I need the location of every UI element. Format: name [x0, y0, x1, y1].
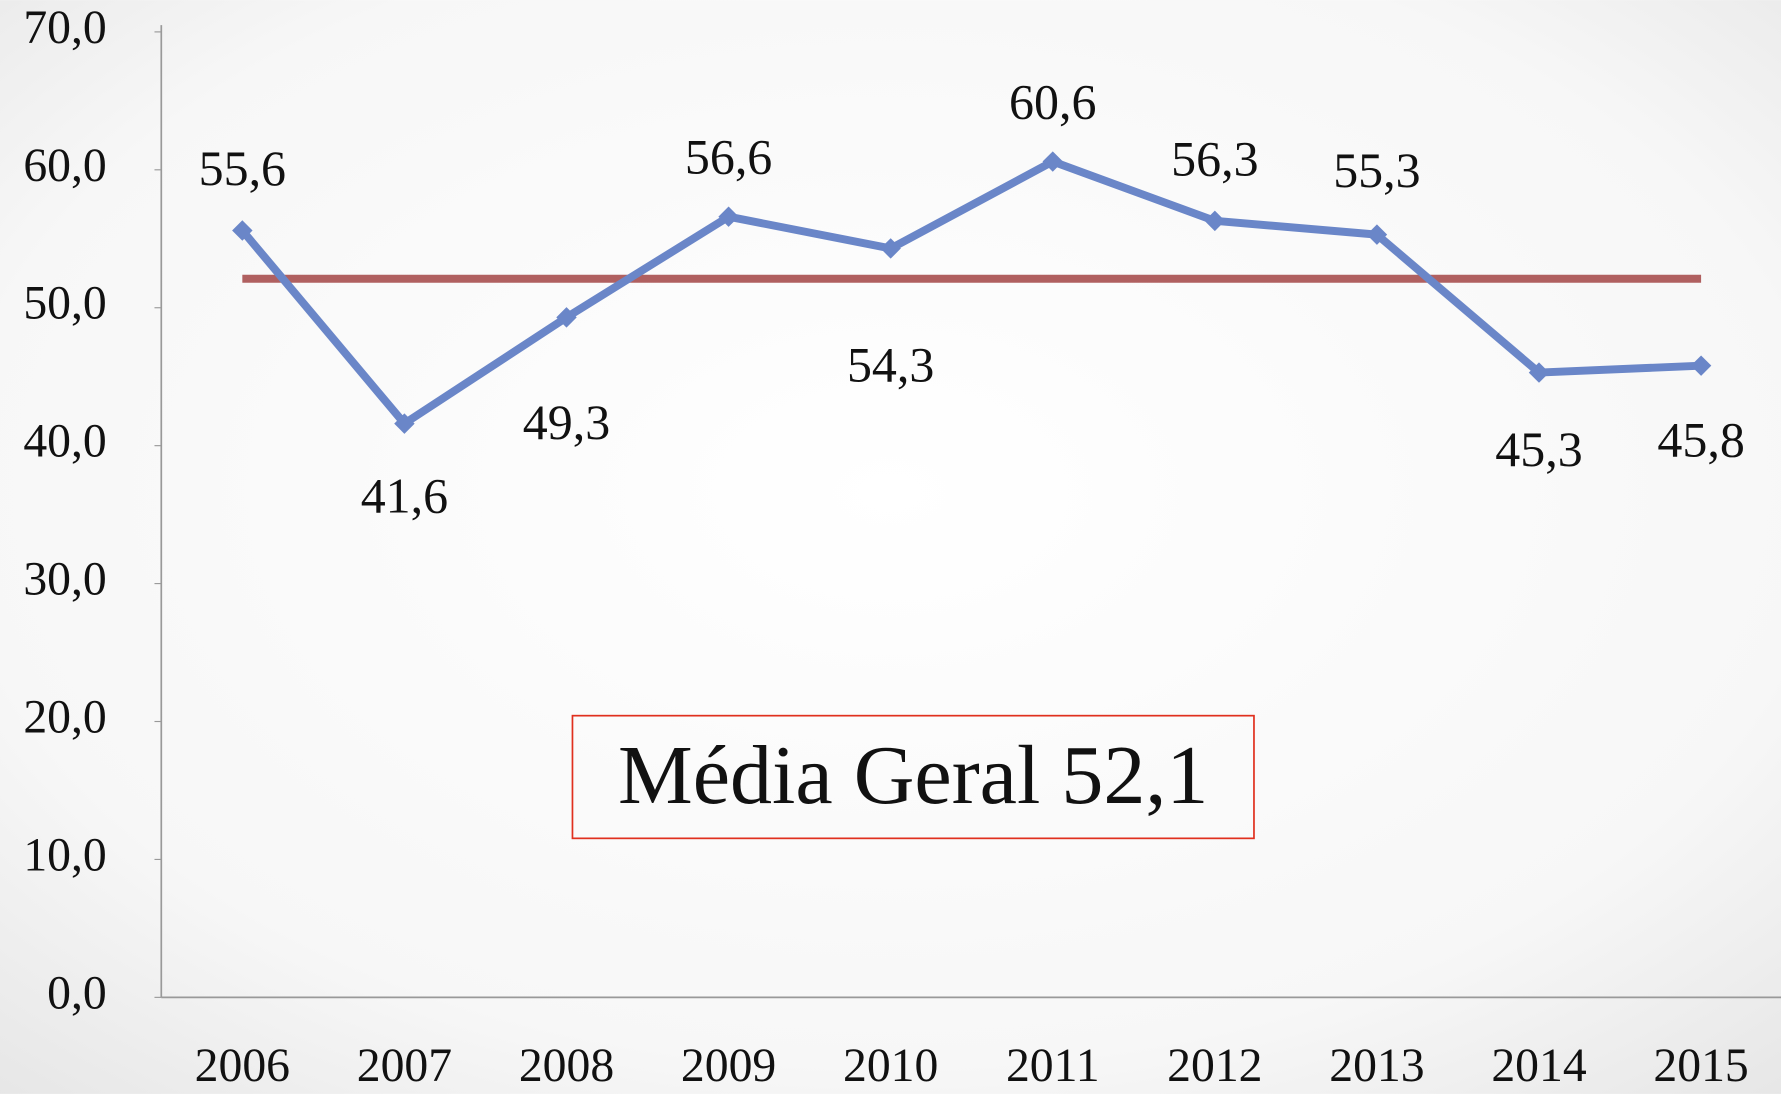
annotation-box — [571, 714, 1255, 840]
x-tick-label: 2011 — [1006, 1039, 1100, 1092]
marker — [1528, 362, 1550, 383]
y-tick-label: 10,0 — [23, 828, 106, 881]
data-label: 54,3 — [847, 336, 934, 392]
x-tick-label: 2015 — [1653, 1039, 1748, 1092]
data-label: 56,3 — [1171, 131, 1258, 187]
marker — [1690, 355, 1712, 376]
y-tick-label: 30,0 — [23, 553, 106, 606]
annotation: Média Geral 52,1 — [618, 729, 1208, 822]
data-label: 45,8 — [1657, 412, 1744, 468]
data-label: 49,3 — [523, 394, 610, 450]
y-tick-label: 50,0 — [23, 277, 106, 330]
y-tick-label: 20,0 — [23, 690, 106, 743]
y-tick-label: 40,0 — [23, 415, 106, 468]
x-tick-label: 2014 — [1491, 1039, 1587, 1092]
x-tick-label: 2013 — [1329, 1039, 1424, 1092]
marker — [232, 220, 253, 241]
data-label: 56,6 — [685, 129, 772, 185]
y-tick-label: 60,0 — [23, 139, 106, 192]
x-tick-label: 2008 — [519, 1039, 614, 1092]
y-tick-label: 70,0 — [23, 1, 106, 54]
data-label: 55,3 — [1333, 142, 1420, 198]
marker — [394, 413, 415, 434]
x-tick-label: 2012 — [1167, 1039, 1262, 1092]
y-tick-label: 0,0 — [47, 966, 107, 1019]
data-label: 45,3 — [1495, 421, 1582, 477]
data-line — [239, 157, 1702, 428]
x-tick-label: 2009 — [681, 1039, 776, 1092]
data-label: 55,6 — [199, 140, 286, 196]
data-label: 60,6 — [1009, 73, 1096, 129]
x-tick-label: 2006 — [195, 1039, 290, 1092]
marker — [1042, 151, 1063, 172]
data-label: 41,6 — [361, 467, 448, 523]
x-tick-label: 2010 — [843, 1039, 938, 1092]
x-tick-label: 2007 — [357, 1039, 452, 1092]
